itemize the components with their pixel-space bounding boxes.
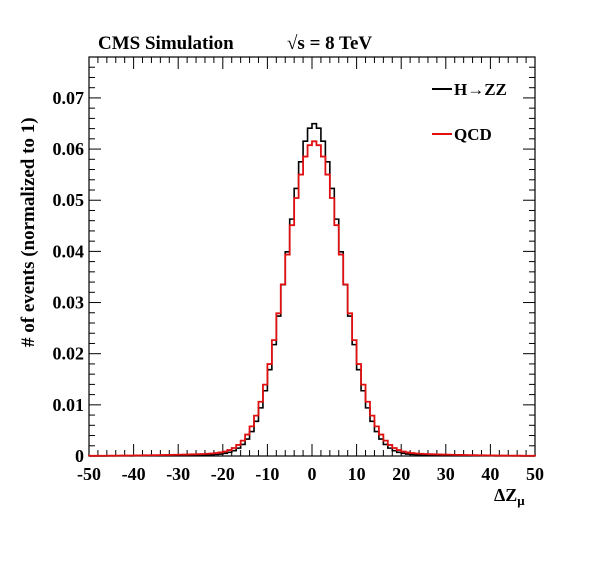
y-tick-label: 0.06 [53,139,85,159]
x-tick-label: 0 [308,464,317,484]
x-axis-tick-labels: -50 -40 -30 -20 -10 0 10 20 30 40 50 [77,464,544,484]
histogram-series [88,122,536,457]
x-tick-label: -50 [77,464,101,484]
x-tick-label: -10 [255,464,279,484]
y-tick-label: 0.03 [53,293,85,313]
legend-label-hzz: H→ZZ [454,80,507,99]
y-axis-label: # of events (normalized to 1) [18,117,39,347]
x-tick-label: 30 [437,464,455,484]
x-axis-label: ΔZμ [494,485,525,508]
plot-frame [88,56,536,457]
x-tick-label: 50 [526,464,544,484]
y-tick-label: 0.04 [53,241,85,261]
histogram-series-qcd [88,140,536,457]
x-tick-label: -30 [166,464,190,484]
y-tick-label: 0.05 [53,190,85,210]
energy-label: √s = 8 TeV [287,33,372,54]
y-tick-label: 0 [75,446,84,466]
x-tick-label: -20 [211,464,235,484]
y-axis-tick-labels: 0 0.01 0.02 0.03 0.04 0.05 0.06 0.07 [53,88,85,466]
y-tick-label: 0.02 [53,344,85,364]
x-tick-label: 10 [348,464,366,484]
x-tick-label: 40 [481,464,499,484]
x-tick-label: 20 [392,464,410,484]
y-axis-ticks [89,56,535,457]
y-tick-label: 0.07 [53,88,85,108]
x-axis-label-main: ΔZ [494,485,517,505]
y-tick-label: 0.01 [53,395,85,415]
x-axis-ticks [88,57,536,456]
experiment-label: CMS Simulation [98,33,234,54]
x-tick-label: -40 [122,464,146,484]
histogram-series-hzz [88,122,536,457]
x-axis-label-subscript: μ [517,493,525,508]
legend: H→ZZ QCD [432,80,507,144]
legend-label-qcd: QCD [454,125,492,144]
